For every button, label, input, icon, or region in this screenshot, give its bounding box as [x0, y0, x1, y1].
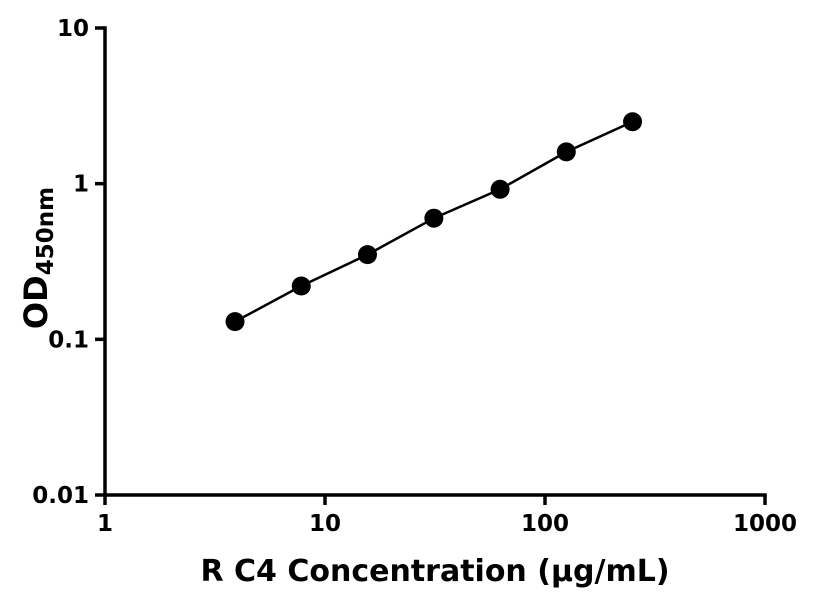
x-axis-tick-label: 10: [309, 511, 341, 537]
x-axis-tick-label: 100: [521, 511, 569, 537]
y-axis-tick-label: 1: [73, 172, 89, 198]
x-axis-tick-label: 1000: [733, 511, 797, 537]
data-point-marker: [556, 142, 576, 162]
x-axis-title: R C4 Concentration (μg/mL): [200, 554, 670, 589]
y-axis-tick-label: 0.1: [48, 327, 89, 353]
data-point-marker: [225, 312, 245, 332]
y-axis-tick-label: 0.01: [32, 483, 89, 509]
y-axis-tick-label: 10: [57, 16, 89, 42]
data-point-marker: [424, 208, 444, 228]
y-axis-title-subscript: 450nm: [33, 186, 59, 276]
data-point-marker: [623, 112, 643, 132]
y-axis-title: OD450nm: [17, 187, 59, 330]
y-axis-title-main: OD: [17, 275, 55, 330]
x-axis-tick-label: 1: [97, 511, 113, 537]
data-point-marker: [357, 245, 377, 265]
data-point-marker: [490, 179, 510, 199]
data-point-marker: [291, 276, 311, 296]
